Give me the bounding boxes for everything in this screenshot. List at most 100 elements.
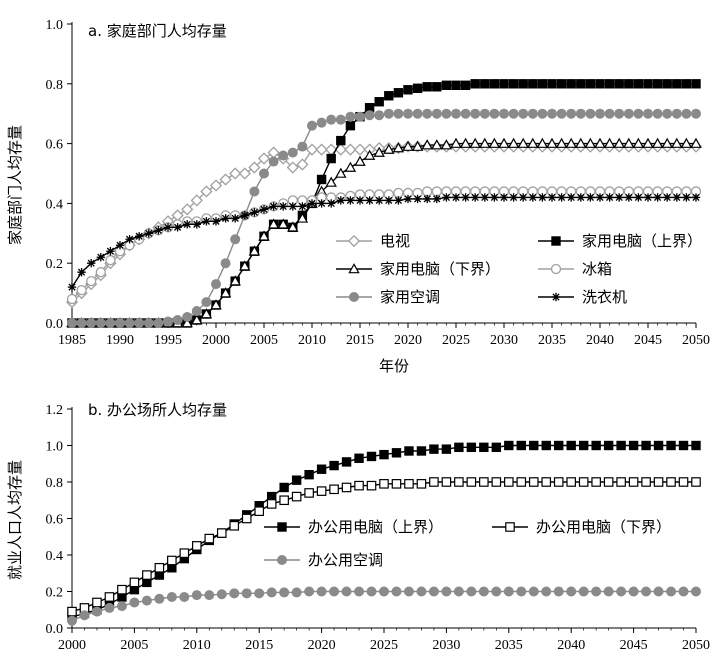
chart-a-series-5-point — [143, 318, 154, 328]
chart-a-series-6-point — [432, 194, 441, 204]
chart-a-series-2-point — [576, 79, 586, 89]
chart-a-legend-item-3: 家用电脑（下界） — [336, 260, 500, 278]
chart-a-series-5-point — [566, 108, 577, 119]
chart-b-series-2-point — [129, 577, 140, 588]
chart-a-y-tick-label: 0.0 — [46, 317, 64, 332]
chart-b-series-3-point — [254, 588, 265, 599]
chart-b-series-1-point — [603, 440, 614, 451]
chart-a-series-5-point — [470, 108, 481, 119]
chart-a-series-5-point — [355, 111, 365, 122]
chart-a-series-6-point — [365, 196, 374, 205]
chart-b-series-1-point — [491, 442, 502, 453]
chart-b-x-tick-label: 2010 — [183, 638, 211, 653]
chart-b-series-2-point — [366, 480, 377, 491]
chart-a-series-1-point — [200, 185, 213, 198]
chart-b-series-1-point — [391, 448, 402, 458]
chart-a-series-6-point — [96, 253, 105, 262]
chart-a-x-tick-label: 1985 — [58, 333, 86, 348]
chart-a-series-2-point — [691, 79, 701, 89]
chart-a-y-tick-label: 0.8 — [46, 78, 64, 93]
chart-a-series-6-point — [643, 193, 653, 202]
chart-a-series-4-point — [86, 275, 97, 287]
chart-a-series-6-point — [615, 193, 624, 202]
chart-a-y-tick-label: 0.4 — [46, 197, 64, 212]
chart-b-series-2-point — [566, 477, 576, 487]
chart-b-series-2-point — [304, 488, 314, 498]
chart-b-series-2-point — [379, 479, 389, 489]
chart-a-series-6-point — [279, 202, 288, 211]
chart-a-series-2-point — [518, 79, 528, 89]
chart-a-series-6-point — [682, 193, 691, 202]
chart-b-series-2-point — [504, 477, 514, 487]
chart-a-series-3-point — [651, 137, 664, 148]
chart-a-series-5-point — [691, 108, 701, 119]
chart-a-series-3-point — [536, 137, 549, 148]
chart-a-series-5-point — [460, 108, 471, 119]
chart-a-series-5-point — [431, 108, 442, 119]
chart-a-series-5-point — [134, 318, 145, 328]
chart-a-series-3-point — [450, 137, 462, 148]
chart-a-series-6-point — [672, 193, 681, 202]
chart-b-legend-label: 办公用空调 — [308, 551, 383, 569]
chart-a-series-6-point — [211, 217, 221, 226]
chart-a-series-1-point — [305, 143, 319, 156]
chart-b-series-3-point — [466, 586, 477, 597]
chart-a-series-5-point — [451, 108, 461, 119]
chart-b-series-2-point — [678, 477, 689, 487]
chart-b-series-2 — [67, 477, 701, 617]
chart-a-series-1-point — [209, 179, 223, 192]
chart-b-series-2-point — [229, 520, 240, 531]
chart-a-series-6-point — [413, 194, 422, 204]
chart-b-legend: 办公用电脑（上界） 办公用电脑（下界） 办公用空调 — [264, 518, 671, 569]
chart-b-series-2-point — [553, 477, 564, 487]
chart-a-series-1-point — [353, 143, 367, 156]
chart-a-series-5-point — [201, 297, 212, 308]
chart-b-series-3-point — [291, 587, 302, 598]
chart-b-series-3-point — [216, 589, 227, 600]
chart-a-x-tick-label: 2050 — [682, 333, 710, 348]
chart-b-series-3-point — [304, 586, 315, 597]
chart-b-title: b. 办公场所人均存量 — [88, 401, 227, 419]
chart-b-series-2-point — [641, 477, 651, 487]
chart-a-legend-label: 电视 — [380, 232, 410, 250]
chart-a-series-6-point — [115, 241, 125, 250]
chart-a-series-6-point — [538, 193, 547, 202]
chart-a-series-6-point — [624, 193, 633, 202]
chart-b-series-3-point — [553, 586, 564, 597]
chart-b-y-tick-label: 0.4 — [46, 549, 64, 564]
chart-b-series-2-point — [179, 548, 190, 558]
chart-a-series-5-point — [326, 114, 337, 125]
chart-b-series-2-point — [241, 513, 252, 524]
chart-a-series-2-point — [403, 85, 413, 95]
chart-a-series-3-point — [603, 137, 616, 148]
chart-b-series-2-point — [266, 499, 277, 509]
chart-b-series-1-point — [529, 440, 539, 451]
chart-a-series-5-point — [643, 108, 653, 119]
chart-a-legend-swatch-marker — [550, 263, 562, 275]
chart-b-series-3-point — [691, 586, 701, 597]
chart-b-series-2-point — [603, 477, 614, 487]
chart-a-series-2-point — [537, 79, 548, 89]
chart-b-legend-item-1: 办公用电脑（上界） — [264, 518, 443, 536]
chart-b-series-3-point — [379, 586, 389, 597]
chart-a-series-6-point — [547, 193, 557, 202]
chart-a-legend-item-6: 洗衣机 — [538, 288, 627, 306]
chart-b-series-3-point — [678, 586, 689, 597]
chart-b-series-3-point — [478, 586, 489, 597]
chart-a-series-5-point — [499, 108, 509, 119]
chart-a-series-3-point — [546, 137, 558, 148]
chart-a-series-5-point — [182, 312, 193, 323]
chart-b-legend-swatch-marker — [277, 555, 287, 565]
chart-a-x-tick-label: 2020 — [394, 333, 422, 348]
chart-b-series-1-point — [616, 440, 626, 451]
chart-a-x-tick-label: 2030 — [490, 333, 518, 348]
chart-a-x-tick-label: 1995 — [154, 333, 182, 348]
chart-a-series-6-point — [192, 220, 201, 229]
chart-b-series-3-point — [416, 586, 427, 597]
chart-b-series-3-point — [616, 586, 627, 597]
chart-a-series-6-point — [403, 194, 413, 204]
chart-a-series-2-point — [412, 83, 423, 93]
chart-a-series-6-point — [605, 193, 614, 202]
chart-b-series-2-point — [578, 477, 589, 487]
chart-a-series-1-point — [257, 152, 271, 165]
